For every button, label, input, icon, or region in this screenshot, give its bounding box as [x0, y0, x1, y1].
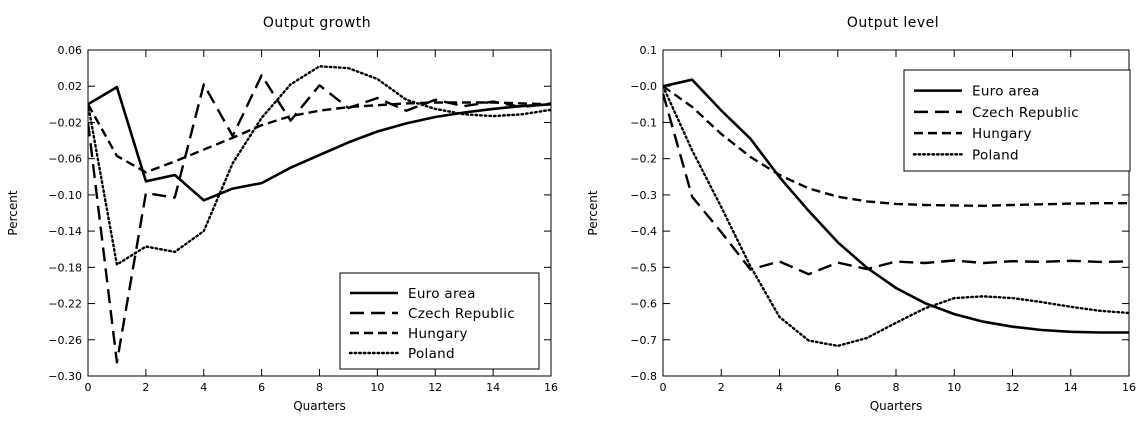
y-tick-label: −0.18	[48, 261, 82, 274]
y-tick-label: −0.6	[630, 298, 657, 311]
y-axis-label: Percent	[586, 190, 600, 235]
y-tick-label: −0.26	[48, 334, 82, 347]
x-tick-label: 10	[947, 381, 961, 394]
x-tick-label: 14	[486, 381, 500, 394]
y-axis-label: Percent	[6, 190, 20, 235]
series-line-hungary	[88, 101, 551, 174]
x-tick-label: 2	[718, 381, 725, 394]
legend-label: Poland	[408, 346, 455, 362]
legend-label: Euro area	[408, 286, 476, 302]
series-lines	[88, 65, 551, 364]
legend-label: Hungary	[972, 126, 1032, 142]
series-line-poland	[663, 84, 1129, 348]
x-axis-label: Quarters	[870, 399, 923, 413]
x-tick-label: 8	[893, 381, 900, 394]
y-tick-label: 0.1	[640, 44, 658, 57]
series-line-czech-republic	[88, 74, 551, 364]
series-line-euro-area	[88, 85, 551, 202]
y-tick-label: −0.2	[630, 153, 657, 166]
x-tick-label: 16	[544, 381, 558, 394]
y-tick-label: −0.1	[630, 116, 657, 129]
chart-title: Output growth	[263, 15, 371, 31]
series-line-poland	[88, 65, 551, 266]
x-tick-label: 10	[370, 381, 384, 394]
series-line-hungary	[663, 85, 1129, 208]
y-tick-label: −0.14	[48, 225, 82, 238]
y-tick-label: −0.4	[630, 225, 657, 238]
series-line-euro-area	[663, 78, 1129, 334]
chart-panel: Output level −0.8 −0.7 −0.6 −0.5 −0.4 −0.3 −0.2…	[586, 15, 1136, 413]
y-tick-label: −0.3	[630, 189, 657, 202]
x-tick-label: 4	[776, 381, 783, 394]
y-tick-label: −0.10	[48, 189, 82, 202]
legend-label: Euro area	[972, 84, 1040, 100]
y-tick-label: −0.02	[48, 116, 82, 129]
y-tick-label: −0.06	[48, 153, 82, 166]
y-tick-label: −0.0	[630, 80, 657, 93]
x-tick-label: 2	[142, 381, 149, 394]
y-tick-label: −0.8	[630, 370, 657, 383]
x-tick-label: 12	[1006, 381, 1020, 394]
x-tick-label: 4	[200, 381, 207, 394]
y-tick-label: −0.7	[630, 334, 657, 347]
x-tick-label: 12	[428, 381, 442, 394]
y-tick-label: 0.02	[58, 80, 83, 93]
y-tick-label: −0.30	[48, 370, 82, 383]
x-tick-label: 14	[1064, 381, 1078, 394]
y-tick-label: −0.5	[630, 261, 657, 274]
x-axis-label: Quarters	[293, 399, 346, 413]
y-tick-label: 0.06	[58, 44, 83, 57]
x-tick-label: 6	[834, 381, 841, 394]
series-line-czech-republic	[663, 93, 1129, 276]
y-tick-label: −0.22	[48, 298, 82, 311]
series-lines	[663, 78, 1129, 348]
legend-label: Poland	[972, 147, 1019, 163]
x-tick-label: 8	[316, 381, 323, 394]
x-tick-label: 0	[85, 381, 92, 394]
legend-label: Czech Republic	[408, 306, 515, 322]
legend-label: Hungary	[408, 326, 468, 342]
legend: Euro area Czech Republic Hungary Poland	[339, 272, 540, 370]
x-tick-label: 6	[258, 381, 265, 394]
chart-panel: Output growth −0.30 −0.26 −0.22 −0.18 −0.14 −0…	[6, 15, 558, 413]
legend: Euro area Czech Republic Hungary Poland	[903, 69, 1131, 172]
x-tick-label: 16	[1122, 381, 1136, 394]
x-tick-label: 0	[660, 381, 667, 394]
chart-title: Output level	[847, 15, 939, 31]
legend-label: Czech Republic	[972, 105, 1079, 121]
